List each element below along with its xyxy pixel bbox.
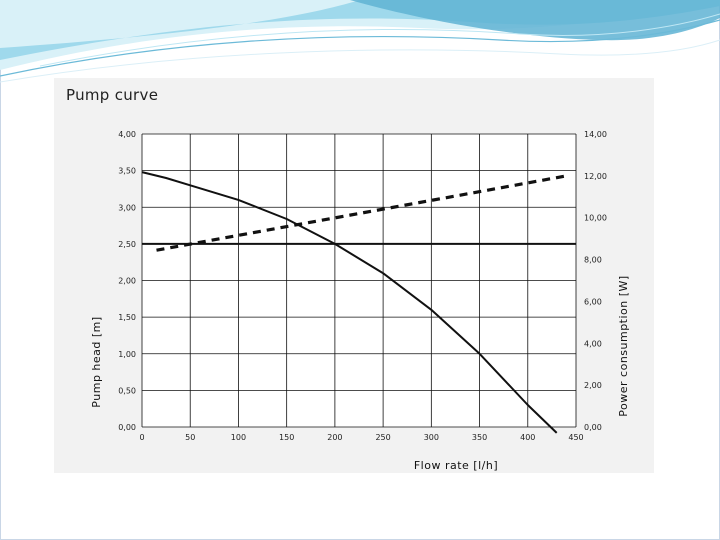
y-tick-label: 3,00 [118, 203, 136, 212]
swoosh-line-2 [39, 13, 720, 67]
y-tick-label: 2,00 [118, 277, 136, 286]
swoosh-line-1 [0, 19, 720, 77]
x-tick-label: 300 [424, 433, 439, 442]
x-tick-label: 0 [139, 433, 144, 442]
y-tick-label: 3,50 [118, 167, 136, 176]
tick-layer: 0 50 100 150 200 250 300 350 400 4500,000,501,001… [118, 130, 607, 442]
y-axis-title: Pump head [m] [90, 316, 103, 407]
y2-tick-label: 0,00 [584, 423, 602, 432]
pump-curve-chart: Pump curve 0 50 100 150 200 250 300 350 400 4500,… [66, 86, 630, 472]
y2-tick-label: 4,00 [584, 339, 602, 348]
y2-tick-label: 12,00 [584, 172, 607, 181]
series-layer [141, 171, 576, 434]
swoosh-band-dark [350, 0, 720, 41]
y-tick-label: 2,50 [118, 240, 136, 249]
y-tick-label: 1,00 [118, 350, 136, 359]
y2-tick-label: 8,00 [584, 256, 602, 265]
x-tick-label: 400 [520, 433, 535, 442]
x-tick-label: 450 [568, 433, 583, 442]
x-tick-label: 50 [185, 433, 195, 442]
x-tick-label: 250 [375, 433, 390, 442]
x-axis-title: Flow rate [l/h] [414, 459, 498, 472]
x-tick-label: 350 [472, 433, 487, 442]
y2-tick-label: 2,00 [584, 381, 602, 390]
y-tick-label: 1,50 [118, 313, 136, 322]
grid-layer [141, 133, 577, 428]
y2-tick-label: 6,00 [584, 297, 602, 306]
x-tick-label: 100 [231, 433, 246, 442]
y-tick-label: 0,00 [118, 423, 136, 432]
y-tick-label: 0,50 [118, 386, 136, 395]
x-tick-label: 150 [279, 433, 294, 442]
y-tick-label: 4,00 [118, 130, 136, 139]
chart-title: Pump curve [66, 86, 158, 104]
header-swoosh-decoration [0, 0, 720, 83]
x-tick-label: 200 [327, 433, 342, 442]
y2-tick-label: 14,00 [584, 130, 607, 139]
chart-panel: Pump curve 0 50 100 150 200 250 300 350 400 450 0,… [54, 78, 654, 473]
y2-tick-label: 10,00 [584, 214, 607, 223]
swoosh-line-3 [0, 39, 720, 83]
y2-axis-title: Power consumption [W] [617, 275, 630, 416]
